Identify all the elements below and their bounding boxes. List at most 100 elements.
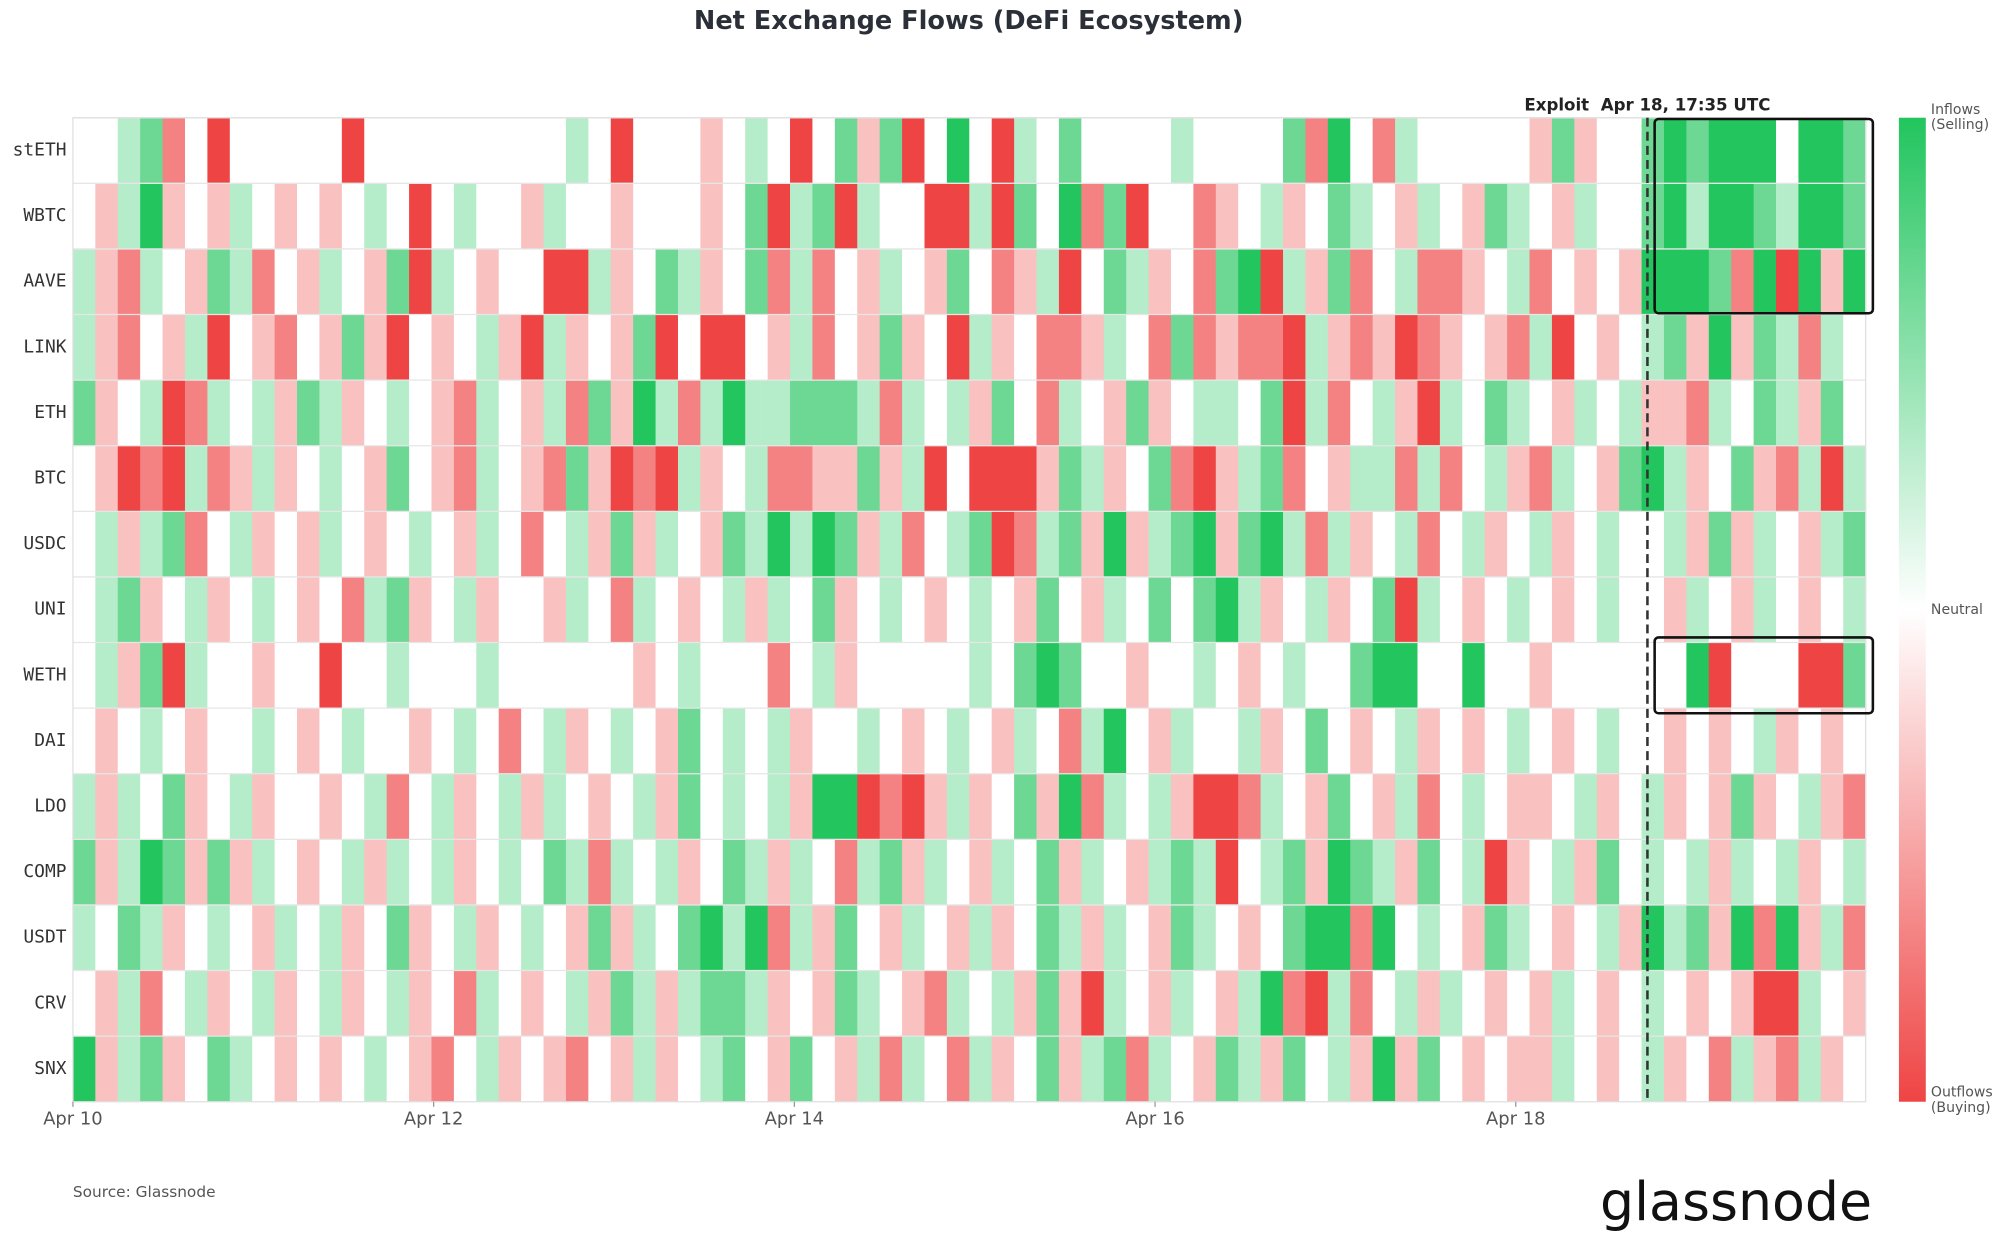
- heatmap-cell: [790, 576, 813, 643]
- heatmap-cell: [1507, 708, 1531, 774]
- heatmap-cell: [1283, 314, 1306, 381]
- heatmap-cell: [1820, 117, 1844, 184]
- heatmap-cell: [207, 904, 231, 971]
- heatmap-cell: [700, 642, 724, 709]
- heatmap-cell: [1686, 380, 1710, 446]
- heatmap-cell: [431, 117, 455, 184]
- heatmap-cell: [1350, 183, 1374, 249]
- heatmap-cell: [1663, 511, 1687, 577]
- heatmap-cell: [207, 576, 231, 643]
- heatmap-cell: [1103, 117, 1127, 184]
- heatmap-cell: [1170, 642, 1194, 709]
- heatmap-cell: [117, 576, 141, 643]
- heatmap-cell: [767, 642, 791, 709]
- heatmap-cell: [1260, 314, 1284, 381]
- heatmap-cell: [767, 183, 791, 249]
- heatmap-cell: [969, 314, 993, 381]
- heatmap-cell: [319, 248, 343, 315]
- heatmap-cell: [565, 576, 589, 643]
- heatmap-cell: [1238, 839, 1262, 905]
- heatmap-cell: [1372, 445, 1396, 512]
- heatmap-cell: [1462, 708, 1486, 774]
- heatmap-cell: [1776, 773, 1799, 840]
- heatmap-cell: [1148, 445, 1172, 512]
- heatmap-cell: [1036, 314, 1060, 381]
- heatmap-cell: [431, 970, 455, 1037]
- heatmap-cell: [1776, 708, 1799, 774]
- heatmap-cell: [1798, 183, 1822, 249]
- heatmap-cell: [767, 576, 791, 643]
- colorbar: [1898, 117, 1926, 1102]
- heatmap-cell: [1103, 576, 1127, 643]
- heatmap-cell: [1305, 183, 1329, 249]
- heatmap-cell: [1484, 839, 1508, 905]
- heatmap-cell: [1036, 511, 1060, 577]
- heatmap-cell: [1820, 642, 1844, 709]
- heatmap-cell: [1507, 839, 1531, 905]
- heatmap-cell: [1260, 117, 1284, 184]
- heatmap-cell: [1238, 445, 1262, 512]
- heatmap-cell: [364, 1036, 388, 1102]
- heatmap-cell: [879, 576, 903, 643]
- heatmap-cell: [1439, 708, 1463, 774]
- heatmap-cell: [297, 117, 320, 184]
- heatmap-cell: [274, 773, 298, 840]
- heatmap-cell: [319, 314, 343, 381]
- heatmap-cell: [476, 708, 500, 774]
- heatmap-cell: [790, 839, 813, 905]
- heatmap-cell: [1126, 708, 1150, 774]
- heatmap-cell: [498, 248, 522, 315]
- heatmap-cell: [588, 183, 612, 249]
- heatmap-cell: [386, 904, 410, 971]
- heatmap-cell: [633, 380, 657, 446]
- heatmap-cell: [633, 1036, 657, 1102]
- heatmap-cell: [72, 904, 96, 971]
- heatmap-cell: [1148, 773, 1172, 840]
- heatmap-cell: [1776, 314, 1799, 381]
- heatmap-cell: [476, 642, 500, 709]
- heatmap-cell: [117, 642, 141, 709]
- heatmap-cell: [1574, 576, 1598, 643]
- heatmap-cell: [700, 576, 724, 643]
- heatmap-cell: [297, 708, 320, 774]
- heatmap-cell: [1551, 445, 1575, 512]
- heatmap-cell: [1372, 839, 1396, 905]
- heatmap-cell: [722, 117, 746, 184]
- heatmap-cell: [1305, 248, 1329, 315]
- heatmap-cell: [700, 904, 724, 971]
- heatmap-cell: [969, 708, 993, 774]
- heatmap-cell: [857, 576, 881, 643]
- heatmap-cell: [1327, 839, 1351, 905]
- heatmap-cell: [902, 904, 925, 971]
- heatmap-cell: [1753, 970, 1777, 1037]
- heatmap-cell: [274, 904, 298, 971]
- heatmap-cell: [1260, 183, 1284, 249]
- heatmap-cell: [319, 970, 343, 1037]
- heatmap-cell: [409, 183, 432, 249]
- heatmap-cell: [1776, 970, 1799, 1037]
- heatmap-cell: [521, 248, 545, 315]
- heatmap-cell: [879, 117, 903, 184]
- heatmap-cell: [745, 642, 769, 709]
- heatmap-cell: [1350, 248, 1374, 315]
- heatmap-cell: [1462, 248, 1486, 315]
- heatmap-cell: [1193, 511, 1217, 577]
- heatmap-cell: [140, 576, 164, 643]
- heatmap-cell: [1843, 773, 1867, 840]
- heatmap-cell: [812, 904, 836, 971]
- heatmap-cell: [812, 970, 836, 1037]
- heatmap-cell: [1551, 117, 1575, 184]
- heatmap-cell: [655, 970, 679, 1037]
- heatmap-cell: [386, 117, 410, 184]
- heatmap-cell: [207, 839, 231, 905]
- heatmap-cell: [902, 970, 925, 1037]
- heatmap-cell: [767, 773, 791, 840]
- heatmap-cell: [1305, 708, 1329, 774]
- heatmap-cell: [610, 642, 634, 709]
- heatmap-cell: [72, 183, 96, 249]
- heatmap-cell: [1193, 248, 1217, 315]
- heatmap-cell: [1619, 576, 1643, 643]
- heatmap-cell: [386, 642, 410, 709]
- heatmap-cell: [162, 314, 186, 381]
- heatmap-cell: [565, 1036, 589, 1102]
